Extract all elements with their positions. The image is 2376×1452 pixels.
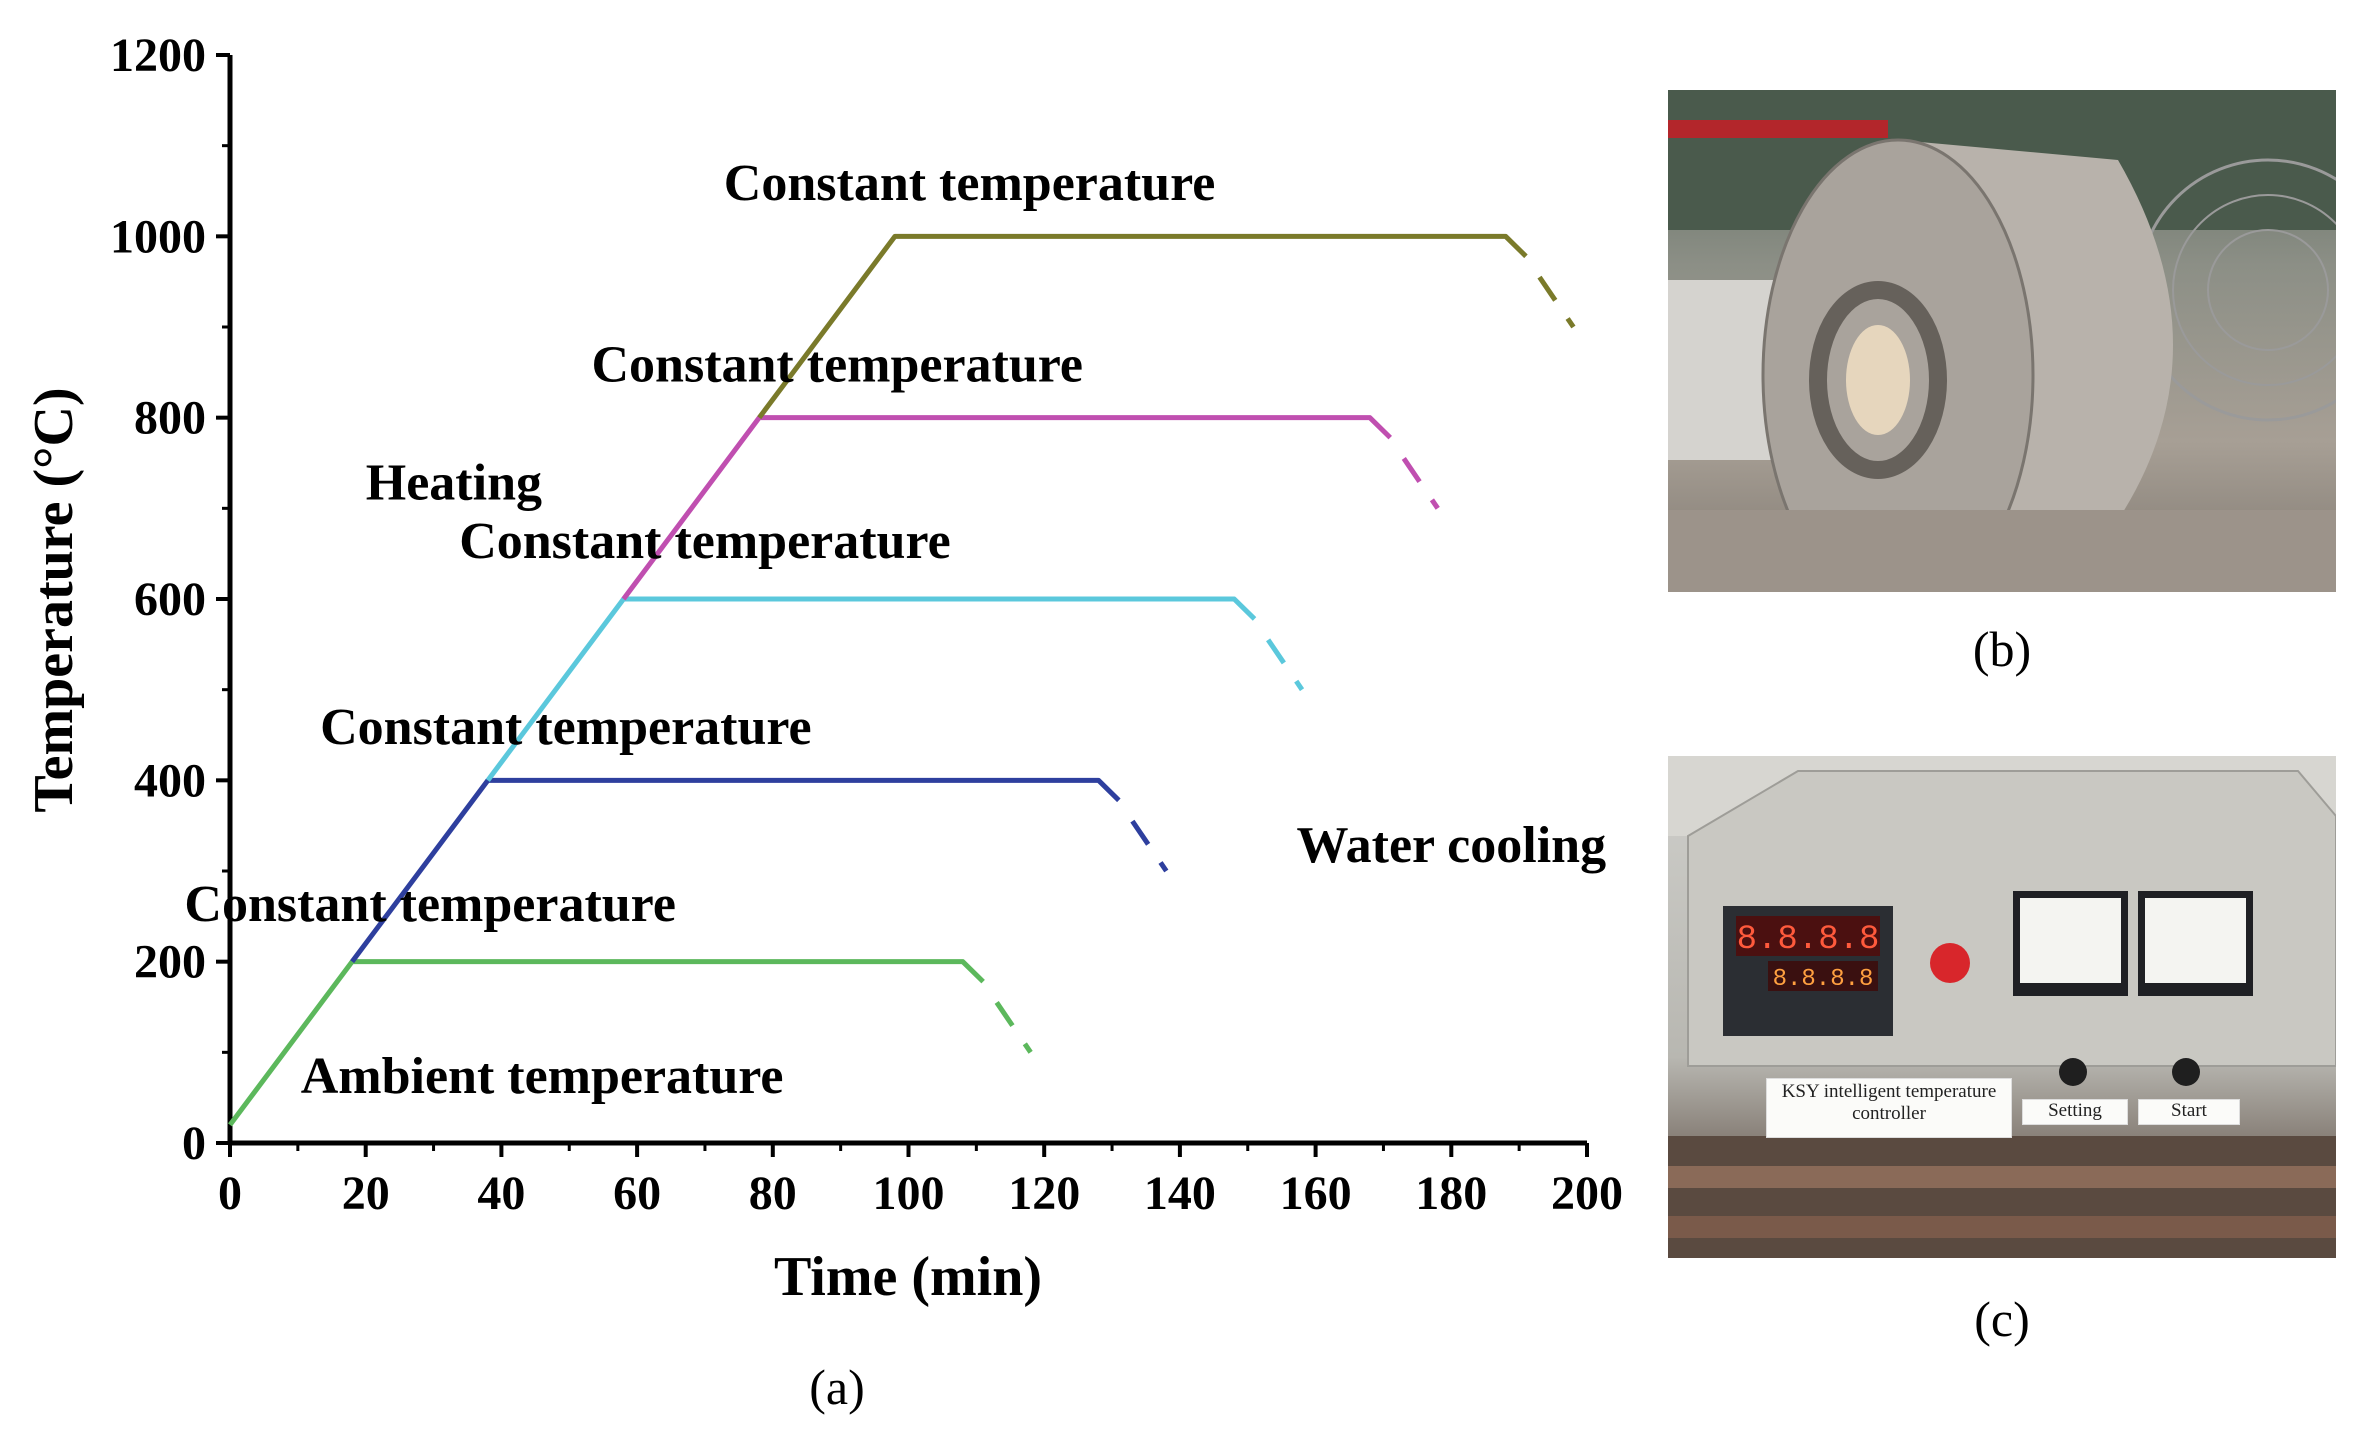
furnace-photo [1668, 90, 2336, 592]
x-tick-label: 60 [613, 1167, 661, 1220]
x-tick-label: 100 [873, 1167, 945, 1220]
cooling-segment-5 [1537, 275, 1576, 329]
annotations: Constant temperature Constant temperature… [184, 155, 1606, 1105]
heating-profile-line-4 [621, 415, 1392, 601]
x-axis-label: Time (min) [774, 1246, 1042, 1308]
x-tick-label: 180 [1415, 1167, 1487, 1220]
axes: 0 20 40 60 80 100 120 140 160 180 200 0 200 400 600 800… [110, 29, 1623, 1220]
annotation-label: Heating [366, 454, 542, 511]
start-label: Start [2138, 1099, 2240, 1125]
y-tick-label: 0 [182, 1117, 206, 1170]
x-tick-label: 140 [1144, 1167, 1216, 1220]
y-tick-label: 400 [134, 754, 206, 807]
annotation-label: Constant temperature [591, 336, 1083, 393]
annotation-label: Constant temperature [724, 155, 1216, 212]
annotation-label: Constant temperature [459, 513, 951, 570]
series-lines [227, 233, 1576, 1127]
y-tick-label: 600 [134, 573, 206, 626]
y-tick-label: 800 [134, 392, 206, 445]
annotation-label: Water cooling [1297, 817, 1607, 874]
annotation-label: Ambient temperature [301, 1048, 784, 1105]
x-tick-label: 80 [749, 1167, 797, 1220]
y-tick-label: 1000 [110, 210, 206, 263]
caption-a: (a) [809, 1359, 865, 1415]
setting-label: Setting [2022, 1099, 2128, 1125]
heating-profile-line-1 [227, 959, 985, 1127]
y-axis-label: Temperature (°C) [23, 387, 85, 812]
controller-photo: 8.8.8.8 8.8.8.8 KSY intelligent temperat… [1668, 756, 2336, 1258]
cooling-segment-3 [1266, 638, 1305, 692]
x-tick-label: 160 [1280, 1167, 1352, 1220]
caption-b: (b) [1972, 621, 2032, 677]
x-tick-label: 200 [1551, 1167, 1623, 1220]
cooling-segment-4 [1401, 457, 1440, 510]
caption-c: (c) [1974, 1291, 2030, 1347]
y-tick-label: 1200 [110, 29, 206, 82]
cooling-segment-2 [1130, 819, 1169, 873]
heating-profile-line-3 [485, 596, 1257, 782]
y-tick-label: 200 [134, 936, 206, 989]
x-tick-label: 0 [218, 1167, 242, 1220]
controller-name-label: KSY intelligent temperature controller [1766, 1078, 2012, 1138]
svg-text:8.8.8.8: 8.8.8.8 [1773, 966, 1874, 993]
heating-profile-line-5 [757, 233, 1528, 420]
heating-profile-line-2 [350, 777, 1121, 964]
temperature-time-chart: 0 20 40 60 80 100 120 140 160 180 200 0 200 400 600 800… [23, 29, 1623, 1308]
x-tick-label: 40 [477, 1167, 525, 1220]
x-tick-label: 20 [342, 1167, 390, 1220]
cooling-segment-1 [994, 1001, 1033, 1054]
annotation-label: Constant temperature [184, 876, 676, 933]
svg-text:8.8.8.8: 8.8.8.8 [1737, 921, 1880, 959]
annotation-label: Constant temperature [320, 699, 812, 756]
x-tick-label: 120 [1008, 1167, 1080, 1220]
